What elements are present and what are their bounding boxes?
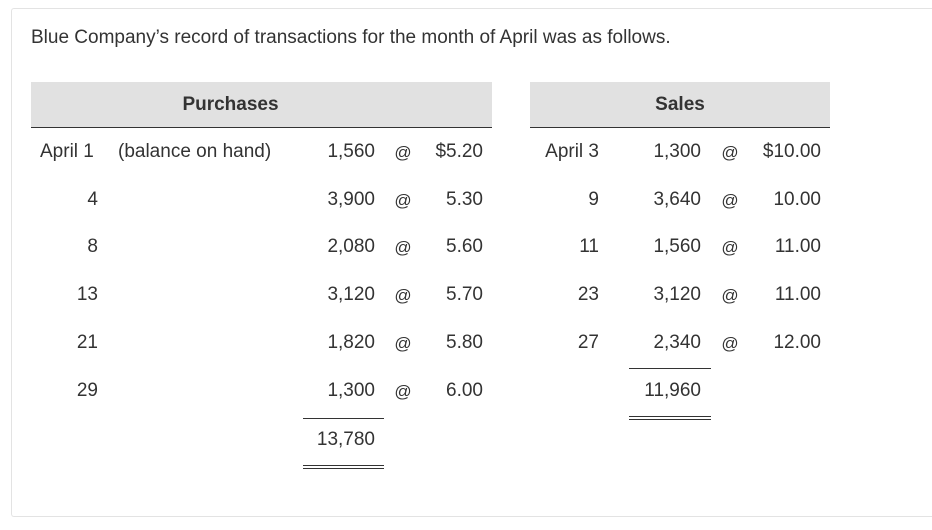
purchase-at-symbol: @: [394, 334, 412, 353]
purchases-header: Purchases: [31, 82, 492, 128]
purchase-at-symbol: @: [394, 143, 412, 162]
purchase-date: 4: [87, 189, 98, 210]
purchase-quantity: 2,080: [327, 236, 375, 257]
purchase-unit-cost: 5.30: [446, 189, 483, 210]
sales-total: 11,960: [644, 380, 701, 401]
purchases-total-rule: [303, 418, 384, 419]
sale-date: 11: [579, 236, 599, 257]
sale-at-symbol: @: [721, 143, 739, 162]
purchase-date: 29: [76, 380, 98, 401]
purchase-quantity: 3,900: [327, 189, 375, 210]
sale-date: 23: [577, 284, 599, 305]
sale-unit-price: 11.00: [774, 236, 821, 257]
purchase-quantity: 3,120: [327, 284, 375, 305]
purchases-total-double-rule: [303, 465, 384, 469]
purchase-date: 8: [87, 236, 98, 257]
purchase-unit-cost: $5.20: [435, 141, 483, 162]
purchase-unit-cost: 5.70: [446, 284, 483, 305]
sale-at-symbol: @: [721, 286, 739, 305]
sale-at-symbol: @: [721, 191, 739, 210]
purchases-total: 13,780: [316, 429, 375, 450]
purchase-quantity: 1,300: [327, 380, 375, 401]
purchase-quantity: 1,560: [327, 141, 375, 162]
sale-unit-price: 10.00: [773, 189, 821, 210]
purchase-date: April 1: [40, 141, 94, 162]
sales-header: Sales: [530, 82, 830, 128]
sale-date: 27: [577, 332, 599, 353]
intro-text: Blue Company’s record of transactions fo…: [31, 27, 671, 48]
sale-unit-price: 11.00: [774, 284, 821, 305]
sale-date: 9: [588, 189, 599, 210]
purchase-at-symbol: @: [394, 382, 412, 401]
purchase-unit-cost: 6.00: [446, 380, 483, 401]
sale-quantity: 1,300: [653, 141, 701, 162]
sale-quantity: 3,640: [653, 189, 701, 210]
purchase-at-symbol: @: [394, 191, 412, 210]
sale-quantity: 3,120: [653, 284, 701, 305]
sale-unit-price: $10.00: [762, 141, 821, 162]
sale-quantity: 1,560: [653, 236, 701, 257]
sales-total-double-rule: [629, 416, 711, 420]
sales-header-label: Sales: [655, 93, 705, 115]
purchase-date: 13: [76, 284, 98, 305]
sale-at-symbol: @: [721, 238, 739, 257]
sale-date: April 3: [545, 141, 599, 162]
purchase-date: 21: [76, 332, 98, 353]
purchases-header-label: Purchases: [182, 93, 279, 115]
sale-at-symbol: @: [721, 334, 739, 353]
sale-unit-price: 12.00: [773, 332, 821, 353]
purchase-quantity: 1,820: [327, 332, 375, 353]
sale-quantity: 2,340: [653, 332, 701, 353]
purchase-unit-cost: 5.60: [446, 236, 483, 257]
purchase-note: (balance on hand): [118, 141, 272, 162]
purchase-unit-cost: 5.80: [446, 332, 483, 353]
purchase-at-symbol: @: [394, 238, 412, 257]
sales-total-rule: [629, 368, 711, 369]
purchase-at-symbol: @: [394, 286, 412, 305]
